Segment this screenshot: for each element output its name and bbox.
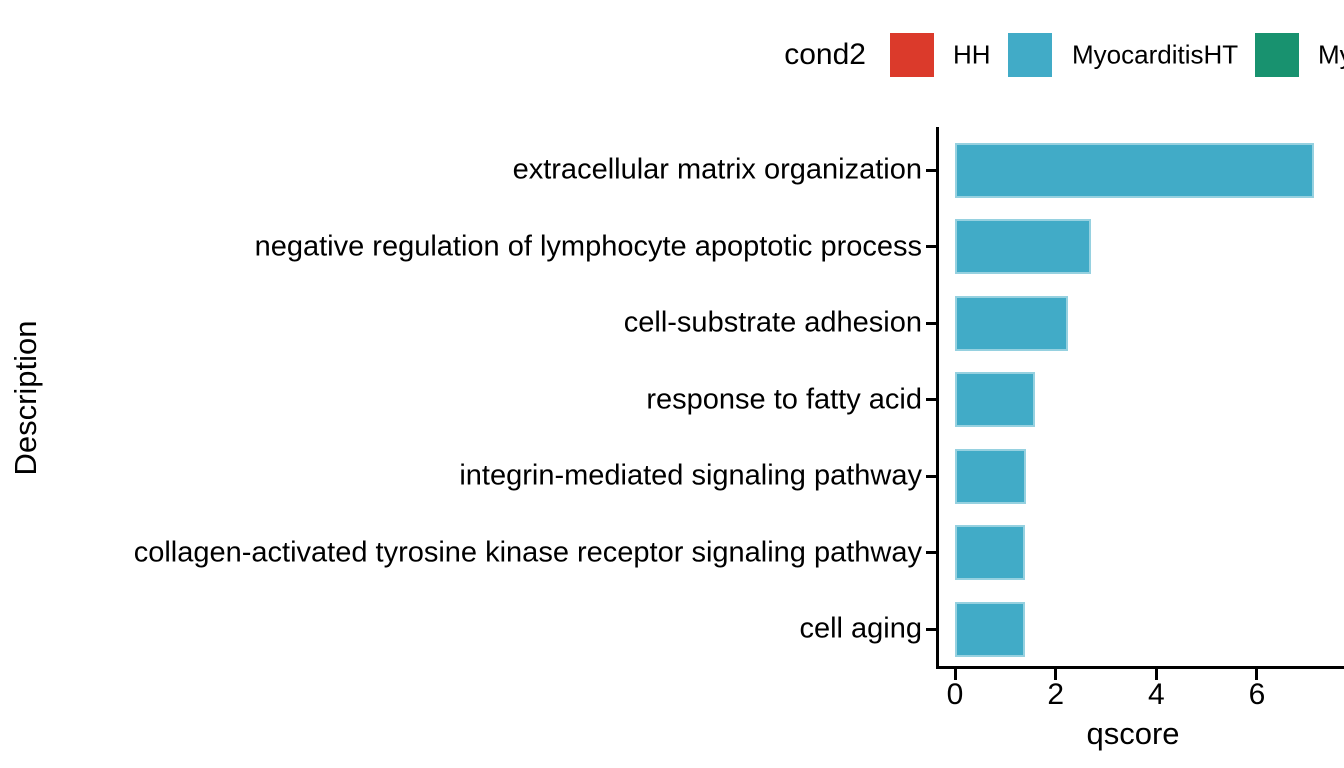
- y-axis-tick: [926, 551, 938, 554]
- category-label: extracellular matrix organization: [512, 153, 922, 186]
- y-axis-title: Description: [8, 320, 43, 476]
- y-axis-tick: [926, 245, 938, 248]
- legend-label-hh: HH: [953, 39, 991, 70]
- x-axis-tick: [1154, 669, 1158, 680]
- x-axis-tick: [1255, 669, 1259, 680]
- y-axis-line: [936, 127, 939, 668]
- bar: [955, 142, 1314, 198]
- x-axis-tick-label: 0: [946, 678, 964, 711]
- bar: [955, 448, 1026, 504]
- x-axis-tick: [1054, 669, 1058, 680]
- bar: [955, 295, 1068, 351]
- bar: [955, 372, 1036, 427]
- x-axis-tick-label: 4: [1147, 678, 1165, 711]
- y-axis-tick: [926, 474, 938, 478]
- x-axis-tick: [953, 669, 957, 680]
- y-axis-tick: [926, 398, 938, 401]
- legend-label-clipped: My: [1318, 39, 1344, 70]
- legend-swatch-myocarditisht: [1008, 33, 1052, 77]
- category-label: collagen-activated tyrosine kinase recep…: [133, 536, 922, 568]
- x-axis-tick-label: 6: [1248, 678, 1266, 711]
- category-label: response to fatty acid: [646, 383, 922, 415]
- category-label: negative regulation of lymphocyte apopto…: [254, 230, 922, 262]
- bar: [955, 601, 1025, 657]
- y-axis-tick: [926, 321, 938, 325]
- category-label: cell-substrate adhesion: [623, 306, 922, 339]
- category-label: cell aging: [799, 612, 922, 645]
- category-label: integrin-mediated signaling pathway: [459, 459, 922, 492]
- y-axis-tick: [926, 168, 938, 172]
- bar: [955, 525, 1025, 580]
- legend-label-myocarditisht: MyocarditisHT: [1072, 39, 1239, 70]
- legend-swatch-hh: [890, 33, 934, 77]
- x-axis-title: qscore: [1086, 716, 1180, 751]
- x-axis-line: [936, 666, 1344, 669]
- bar: [955, 219, 1091, 274]
- legend-title: cond2: [784, 38, 866, 71]
- legend-swatch-clipped: [1255, 33, 1299, 77]
- y-axis-tick: [926, 627, 938, 631]
- x-axis-tick-label: 2: [1047, 678, 1064, 711]
